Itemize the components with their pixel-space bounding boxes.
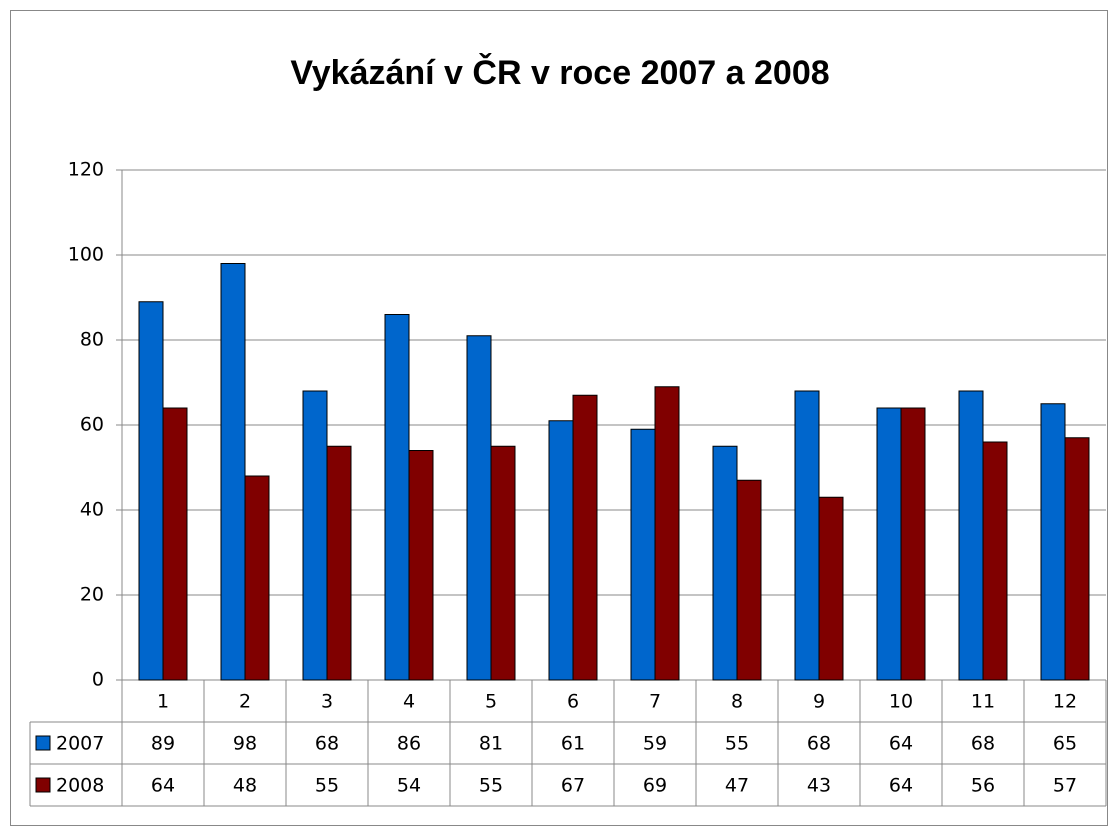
bar xyxy=(490,445,516,681)
bar xyxy=(876,407,902,681)
table-value: 65 xyxy=(1053,733,1077,755)
bar xyxy=(818,496,844,681)
x-tick-label: 7 xyxy=(649,691,661,713)
bar xyxy=(794,390,820,681)
y-tick-label: 0 xyxy=(92,669,104,691)
y-tick-label: 20 xyxy=(80,584,104,606)
bar xyxy=(630,428,656,681)
bar xyxy=(1040,403,1066,681)
bar xyxy=(408,450,434,681)
x-tick-label: 8 xyxy=(731,691,743,713)
y-tick-label: 40 xyxy=(80,499,104,521)
bar xyxy=(900,407,926,681)
bar xyxy=(466,335,492,681)
bar xyxy=(572,394,598,681)
x-tick-label: 5 xyxy=(485,691,497,713)
table-value: 67 xyxy=(561,775,585,797)
table-value: 55 xyxy=(725,733,749,755)
x-tick-label: 4 xyxy=(403,691,415,713)
bar xyxy=(302,390,328,681)
table-value: 64 xyxy=(889,733,913,755)
table-value: 86 xyxy=(397,733,421,755)
x-tick-label: 10 xyxy=(889,691,913,713)
x-tick-label: 11 xyxy=(971,691,995,713)
y-tick-label: 80 xyxy=(80,329,104,351)
table-value: 55 xyxy=(479,775,503,797)
bar xyxy=(138,301,164,681)
bar xyxy=(220,263,246,681)
bar xyxy=(244,475,270,681)
table-value: 81 xyxy=(479,733,503,755)
bar xyxy=(384,314,410,681)
y-tick-label: 100 xyxy=(68,244,104,266)
table-value: 48 xyxy=(233,775,257,797)
table-value: 47 xyxy=(725,775,749,797)
bar xyxy=(736,479,762,681)
x-tick-label: 6 xyxy=(567,691,579,713)
chart-title: Vykázání v ČR v roce 2007 a 2008 xyxy=(290,53,829,92)
table-value: 98 xyxy=(233,733,257,755)
table-value: 64 xyxy=(151,775,175,797)
y-tick-label: 120 xyxy=(68,159,104,181)
table-value: 54 xyxy=(397,775,421,797)
x-tick-label: 2 xyxy=(239,691,251,713)
bar xyxy=(654,386,680,681)
table-value: 43 xyxy=(807,775,831,797)
legend-key xyxy=(35,777,51,793)
x-tick-label: 1 xyxy=(157,691,169,713)
bar xyxy=(1064,437,1090,681)
bar xyxy=(326,445,352,681)
table-value: 68 xyxy=(971,733,995,755)
bar xyxy=(958,390,984,681)
table-value: 68 xyxy=(807,733,831,755)
bar xyxy=(548,420,574,681)
x-tick-label: 3 xyxy=(321,691,333,713)
table-value: 68 xyxy=(315,733,339,755)
y-tick-label: 60 xyxy=(80,414,104,436)
table-value: 59 xyxy=(643,733,667,755)
bar xyxy=(712,445,738,681)
legend-label: 2007 xyxy=(56,733,104,755)
bar xyxy=(162,407,188,681)
x-tick-label: 9 xyxy=(813,691,825,713)
legend-key xyxy=(35,735,51,751)
table-value: 61 xyxy=(561,733,585,755)
bar xyxy=(982,441,1008,681)
table-value: 57 xyxy=(1053,775,1077,797)
legend-label: 2008 xyxy=(56,775,104,797)
table-value: 64 xyxy=(889,775,913,797)
table-value: 55 xyxy=(315,775,339,797)
table-value: 69 xyxy=(643,775,667,797)
x-tick-label: 12 xyxy=(1053,691,1077,713)
table-value: 89 xyxy=(151,733,175,755)
table-value: 56 xyxy=(971,775,995,797)
